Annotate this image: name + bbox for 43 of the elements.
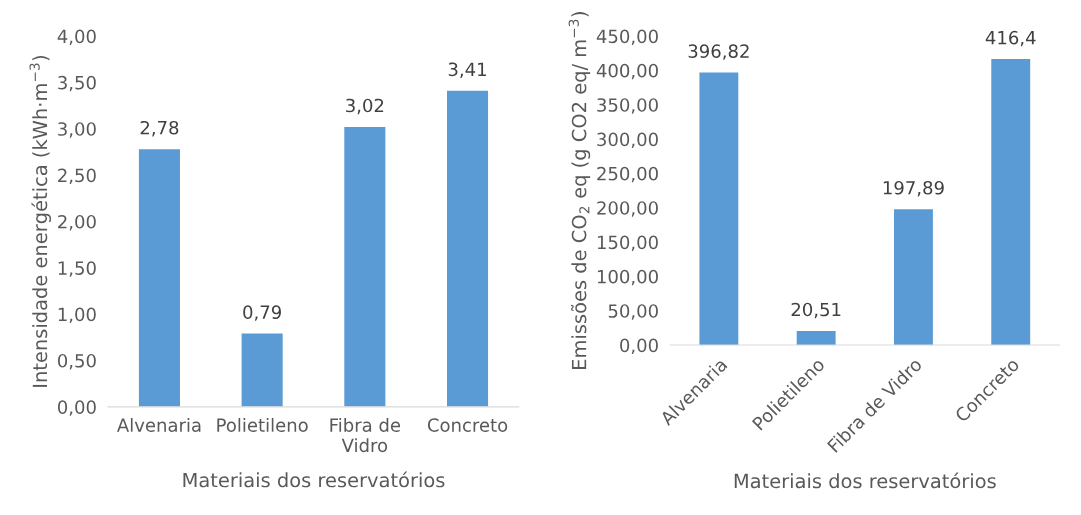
- y-tick-label: 150,00: [597, 235, 658, 252]
- bar: [893, 209, 933, 346]
- data-label: 20,51: [791, 302, 841, 319]
- data-label: 3,41: [448, 62, 486, 78]
- y-tick-label: 400,00: [596, 63, 658, 80]
- y-tick-label: 1,50: [58, 261, 96, 277]
- y-axis-title: Emissões de CO$_{2}$ eq (g CO2 eq/ m$^{−3}$): [568, 12, 591, 369]
- bar: [344, 126, 386, 407]
- y-tick-label: 1,00: [58, 307, 96, 324]
- y-tick-label: 50,00: [608, 304, 658, 320]
- bar: [241, 333, 283, 407]
- y-tick-label: 350,00: [597, 98, 658, 114]
- y-tick-label: 200,00: [597, 201, 658, 217]
- y-tick-label: 2,00: [58, 214, 96, 231]
- x-tick-label: Polietileno: [217, 417, 308, 432]
- y-tick-label: 2,50: [58, 168, 96, 185]
- y-tick-label: 0,00: [620, 338, 658, 355]
- bar: [138, 149, 180, 407]
- data-label: 197,89: [883, 180, 944, 197]
- x-tick-label: Concreto: [427, 418, 508, 432]
- y-tick-label: 0,50: [57, 353, 96, 370]
- x-axis-title: Materiais dos reservatórios: [734, 472, 996, 489]
- data-label: 0,79: [243, 305, 281, 321]
- y-tick-label: 3,00: [58, 122, 96, 138]
- bar: [796, 330, 836, 346]
- bar: [446, 90, 489, 407]
- data-label: 416,4: [985, 30, 1036, 47]
- data-label: 396,82: [688, 44, 749, 60]
- data-label: 3,02: [346, 98, 384, 115]
- y-tick-label: 450,00: [596, 29, 658, 46]
- y-tick-label: 300,00: [597, 132, 658, 149]
- y-tick-label: 100,00: [597, 269, 658, 286]
- bar: [699, 72, 739, 346]
- x-tick-label: Alvenaria: [117, 417, 201, 432]
- y-tick-label: 0,00: [57, 400, 96, 416]
- bar: [991, 59, 1031, 346]
- y-axis-title: Intensidade energética (kWh·m$^{−3}$): [29, 55, 52, 387]
- data-label: 2,78: [140, 120, 179, 137]
- x-axis-title: Materiais dos reservatórios: [183, 471, 445, 488]
- y-tick-label: 4,00: [57, 29, 96, 46]
- y-tick-label: 3,50: [58, 75, 96, 92]
- x-tick-label: Fibra de Vidro: [330, 417, 401, 453]
- y-tick-label: 250,00: [597, 166, 658, 183]
